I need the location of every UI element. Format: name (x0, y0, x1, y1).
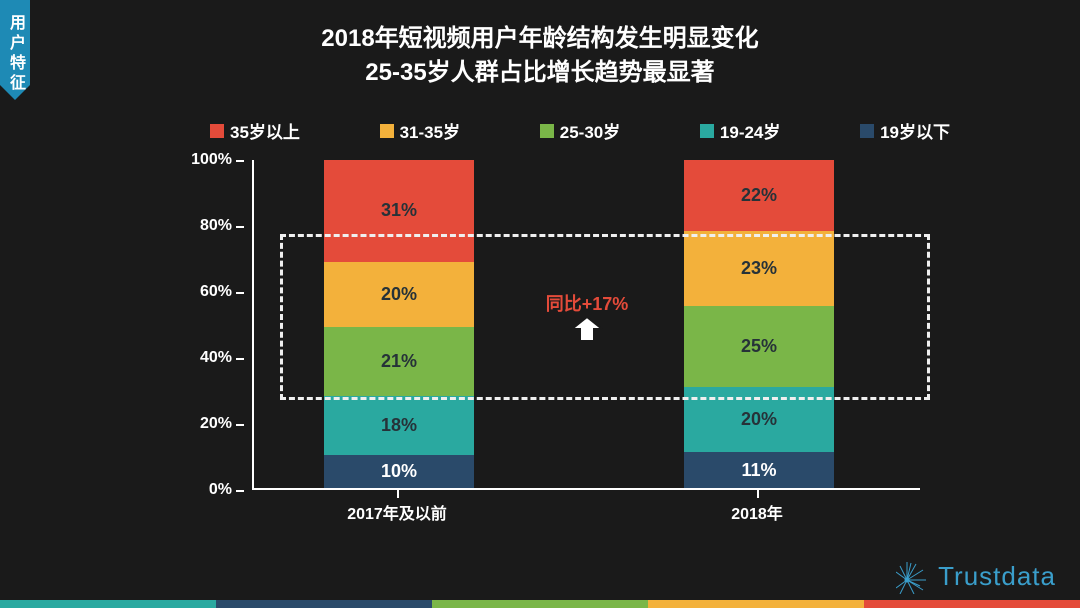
strip-seg (864, 600, 1080, 608)
seg-2018-25-30: 25% (684, 306, 834, 387)
seg-2018-19minus: 11% (684, 452, 834, 488)
seg-2018-19-24: 20% (684, 387, 834, 452)
ytick-80: 80% (200, 217, 232, 235)
legend-label: 19岁以下 (880, 118, 950, 143)
legend-item-35plus: 35岁以上 (210, 118, 300, 143)
seg-2017-35plus: 31% (324, 160, 474, 262)
bar-2018: 11% 20% 25% 23% 22% (684, 160, 834, 488)
legend-swatch (860, 124, 874, 138)
age-structure-stacked-bar-chart: 0% 20% 40% 60% 80% 100% 10% 18% 21% 20% … (180, 160, 920, 530)
legend-item-19-24: 19-24岁 (700, 118, 780, 143)
legend-swatch (700, 124, 714, 138)
strip-seg (0, 600, 216, 608)
xtick-2018 (757, 490, 759, 498)
seg-2017-19minus: 10% (324, 455, 474, 488)
legend-item-25-30: 25-30岁 (540, 118, 620, 143)
y-axis: 0% 20% 40% 60% 80% 100% (180, 160, 240, 490)
legend-item-19minus: 19岁以下 (860, 118, 950, 143)
legend-label: 19-24岁 (720, 118, 780, 143)
chart-legend: 35岁以上 31-35岁 25-30岁 19-24岁 19岁以下 (210, 118, 950, 143)
xtick-2017 (397, 490, 399, 498)
xlabel-2018: 2018年 (682, 500, 832, 524)
legend-swatch (540, 124, 554, 138)
brand-text: Trustdata (938, 561, 1056, 592)
title-line-1: 2018年短视频用户年龄结构发生明显变化 (0, 22, 1080, 56)
legend-swatch (210, 124, 224, 138)
legend-swatch (380, 124, 394, 138)
ytick-20: 20% (200, 415, 232, 433)
up-arrow-icon (570, 315, 604, 350)
legend-label: 35岁以上 (230, 118, 300, 143)
plot-area: 10% 18% 21% 20% 31% 11% 20% 25% 23% 22% … (252, 160, 920, 490)
ytick-40: 40% (200, 349, 232, 367)
starburst-icon (896, 558, 932, 594)
seg-2018-35plus: 22% (684, 160, 834, 231)
strip-seg (216, 600, 432, 608)
trustdata-logo: Trustdata (896, 558, 1056, 594)
strip-seg (648, 600, 864, 608)
callout-text: 同比+17% (254, 290, 920, 316)
legend-label: 25-30岁 (560, 118, 620, 143)
ytick-0: 0% (209, 481, 232, 499)
legend-item-31-35: 31-35岁 (380, 118, 460, 143)
slide-title: 2018年短视频用户年龄结构发生明显变化 25-35岁人群占比增长趋势最显著 (0, 22, 1080, 89)
ytick-60: 60% (200, 283, 232, 301)
strip-seg (432, 600, 648, 608)
xlabel-2017: 2017年及以前 (322, 500, 472, 524)
title-line-2: 25-35岁人群占比增长趋势最显著 (0, 56, 1080, 90)
bottom-color-strip (0, 600, 1080, 608)
bar-2017: 10% 18% 21% 20% 31% (324, 160, 474, 488)
seg-2017-19-24: 18% (324, 396, 474, 455)
ytick-100: 100% (191, 151, 232, 169)
legend-label: 31-35岁 (400, 118, 460, 143)
seg-2017-25-30: 21% (324, 327, 474, 396)
